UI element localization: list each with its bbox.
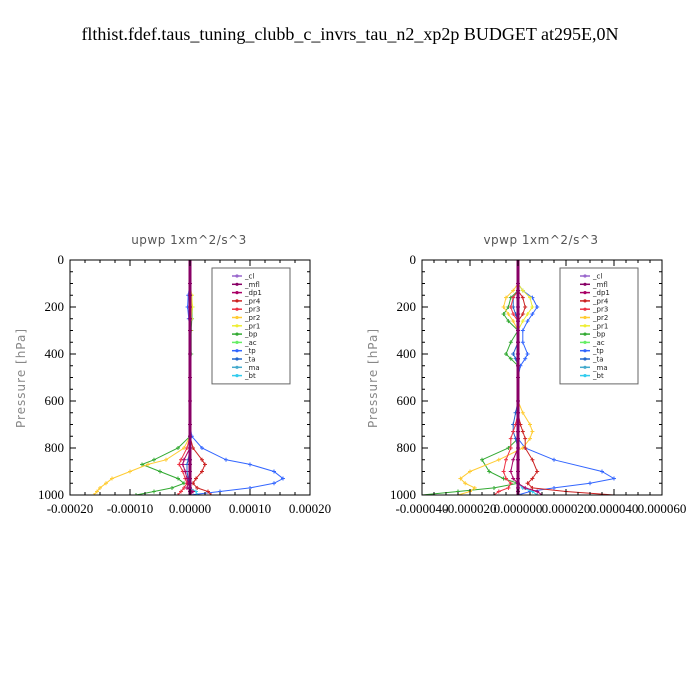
x-tick-label: -0.00010 (107, 501, 154, 516)
y-tick-label: 400 (397, 346, 417, 361)
legend-marker_pr1 (583, 324, 587, 328)
x-tick-label: -0.000040 (395, 501, 448, 516)
legend-label_dp1: _dp1 (244, 289, 262, 297)
legend-marker_bp (235, 332, 239, 336)
y-tick-label: 600 (397, 393, 417, 408)
legend-label_bt: _bt (592, 372, 604, 380)
legend-label_pr2: _pr2 (592, 314, 608, 322)
x-tick-label: 0.000040 (590, 501, 639, 516)
x-tick-label: 0.000060 (638, 501, 687, 516)
legend-label_cl: _cl (244, 273, 254, 281)
legend-label_ta: _ta (244, 356, 256, 364)
plot-frame-upwp (69, 259, 311, 496)
y-tick-label: 0 (58, 252, 65, 267)
legend-marker_dp1 (235, 291, 239, 295)
legend-label_bp: _bp (244, 331, 258, 339)
y-tick-label: 1000 (390, 487, 416, 502)
legend-label_pr3: _pr3 (244, 306, 260, 314)
y-tick-label: 800 (45, 440, 65, 455)
legend-label_ma: _ma (592, 364, 608, 372)
y-tick-label: 200 (397, 299, 417, 314)
legend-marker_mfl (583, 282, 587, 286)
x-tick-label: 0.000000 (494, 501, 543, 516)
legend-label_ac: _ac (592, 339, 605, 347)
y-axis-label-vpwp: Pressure [hPa] (366, 328, 380, 428)
legend-label_mfl: _mfl (244, 281, 260, 289)
y-tick-label: 0 (410, 252, 417, 267)
legend-label_pr2: _pr2 (244, 314, 260, 322)
y-tick-label: 200 (45, 299, 65, 314)
legend-marker_bp (583, 332, 587, 336)
figure-title: flthist.fdef.taus_tuning_clubb_c_invrs_t… (81, 24, 618, 44)
x-tick-label: 0.00020 (289, 501, 331, 516)
legend-label_ta: _ta (592, 356, 604, 364)
legend-marker_pr1 (235, 324, 239, 328)
panel-vpwp: vpwp 1xm^2/s^3 Pressure [hPa] 0 200 400 600… (366, 233, 686, 516)
legend-marker_pr3 (235, 307, 239, 311)
legend-marker_bt (583, 374, 587, 378)
plot-frame-vpwp (421, 259, 663, 496)
panel-upwp: upwp 1xm^2/s^3 Pressure [hPa] 0 200 400 600… (14, 233, 331, 516)
legend-marker_dp1 (583, 291, 587, 295)
x-tick-label: 0.000020 (542, 501, 591, 516)
legend-marker_tp (583, 349, 587, 353)
legend-marker_pr2 (583, 315, 587, 320)
legend-marker_ma (583, 365, 587, 369)
legend-marker_pr3 (583, 307, 587, 311)
x-tick-label: -0.000020 (443, 501, 496, 516)
legend-marker_cl (583, 274, 587, 278)
series-group-upwp (92, 260, 285, 495)
legend-label_pr4: _pr4 (244, 297, 261, 305)
x-tick-label: -0.00020 (47, 501, 94, 516)
legend-label_ac: _ac (244, 339, 257, 347)
x-tick-label: 0.00000 (169, 501, 211, 516)
legend-vpwp: _cl_mfl_dp1_pr4_pr3_pr2_pr1_bp_ac_tp_ta_… (559, 267, 639, 385)
legend-marker_pr2 (235, 315, 239, 320)
ticks-vpwp: 02004006008001000-0.000040-0.0000200.000… (390, 252, 686, 516)
legend-marker_cl (235, 274, 239, 278)
legend-marker_ta (583, 357, 587, 361)
legend-label_mfl: _mfl (592, 281, 608, 289)
legend-box (559, 267, 639, 385)
legend-label_bp: _bp (592, 331, 606, 339)
panel-title-upwp: upwp 1xm^2/s^3 (131, 233, 247, 247)
y-axis-label-upwp: Pressure [hPa] (14, 328, 28, 428)
legend-label_cl: _cl (592, 273, 602, 281)
legend-marker_ac (235, 340, 239, 344)
legend-label_pr1: _pr1 (244, 322, 260, 330)
legend-marker_mfl (235, 282, 239, 286)
series_mfl (516, 260, 520, 495)
legend-label_pr3: _pr3 (592, 306, 608, 314)
series-group-vpwp (422, 260, 616, 495)
y-tick-label: 800 (397, 440, 417, 455)
y-tick-label: 1000 (38, 487, 64, 502)
legend-marker_ta (235, 357, 239, 361)
legend-marker_pr4 (235, 299, 239, 303)
legend-label_pr4: _pr4 (592, 297, 609, 305)
series_mfl (188, 260, 192, 495)
legend-marker_ac (583, 340, 587, 344)
legend-marker_tp (235, 349, 239, 353)
legend-box (211, 267, 291, 385)
legend-label_tp: _tp (592, 347, 604, 355)
legend-label_pr1: _pr1 (592, 322, 608, 330)
legend-marker_pr4 (583, 299, 587, 303)
x-tick-label: 0.00010 (229, 501, 271, 516)
y-tick-label: 400 (45, 346, 65, 361)
legend-label_dp1: _dp1 (592, 289, 610, 297)
legend-upwp: _cl_mfl_dp1_pr4_pr3_pr2_pr1_bp_ac_tp_ta_… (211, 267, 291, 385)
ticks-upwp: 0 200 400 600 800 1000-0.00020 -0.00010 0.00000… (38, 252, 331, 516)
y-tick-label: 600 (45, 393, 65, 408)
legend-label_bt: _bt (244, 372, 256, 380)
legend-marker_ma (235, 365, 239, 369)
panel-title-vpwp: vpwp 1xm^2/s^3 (483, 233, 598, 247)
legend-label_ma: _ma (244, 364, 260, 372)
legend-label_tp: _tp (244, 347, 256, 355)
legend-marker_bt (235, 374, 239, 378)
